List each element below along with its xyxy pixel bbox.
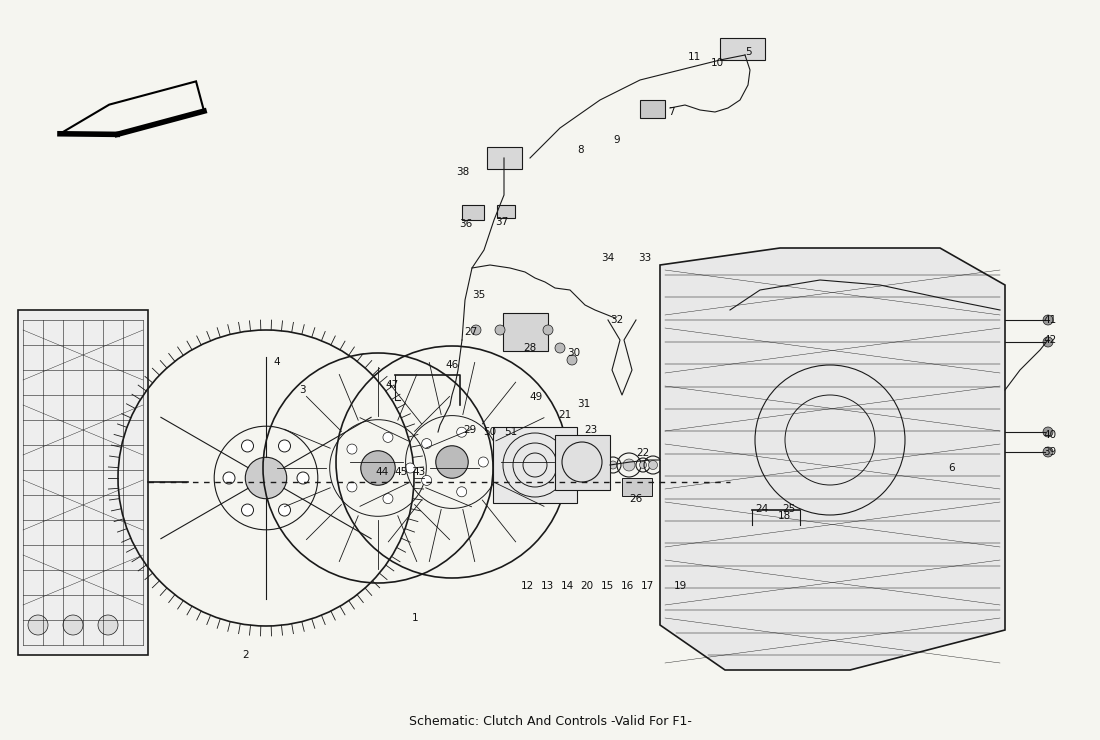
Bar xyxy=(621,478,652,496)
Text: 6: 6 xyxy=(948,463,955,473)
Circle shape xyxy=(361,451,395,485)
Text: 40: 40 xyxy=(1044,430,1057,440)
Text: 19: 19 xyxy=(673,581,686,591)
Polygon shape xyxy=(660,248,1005,670)
Circle shape xyxy=(609,461,617,469)
Text: 7: 7 xyxy=(668,107,674,117)
Circle shape xyxy=(383,432,393,443)
Text: 3: 3 xyxy=(299,385,306,395)
Circle shape xyxy=(297,472,309,484)
Circle shape xyxy=(278,504,290,516)
Text: 27: 27 xyxy=(464,327,477,337)
Text: 39: 39 xyxy=(1044,447,1057,457)
Text: 47: 47 xyxy=(385,380,398,390)
Text: 18: 18 xyxy=(778,511,791,521)
Bar xyxy=(18,310,148,655)
Text: 35: 35 xyxy=(472,290,485,300)
Circle shape xyxy=(566,355,578,365)
Text: 28: 28 xyxy=(524,343,537,353)
Bar xyxy=(556,435,610,490)
Text: 8: 8 xyxy=(578,145,584,155)
Circle shape xyxy=(478,457,488,467)
Bar xyxy=(497,205,515,218)
Circle shape xyxy=(346,444,356,454)
Circle shape xyxy=(623,459,635,471)
Bar xyxy=(493,427,578,503)
Circle shape xyxy=(543,325,553,335)
Text: 43: 43 xyxy=(412,467,426,477)
Text: 5: 5 xyxy=(746,47,752,57)
Text: 30: 30 xyxy=(568,348,581,358)
Circle shape xyxy=(383,494,393,504)
Circle shape xyxy=(1043,315,1053,325)
Circle shape xyxy=(1043,427,1053,437)
Text: 25: 25 xyxy=(782,504,795,514)
Circle shape xyxy=(28,615,48,635)
Text: 45: 45 xyxy=(395,467,408,477)
Circle shape xyxy=(436,445,469,478)
Text: 31: 31 xyxy=(578,399,591,409)
Text: 44: 44 xyxy=(375,467,388,477)
Circle shape xyxy=(405,463,415,473)
Bar xyxy=(720,38,764,60)
Text: 13: 13 xyxy=(540,581,553,591)
Bar xyxy=(503,313,548,351)
Text: 20: 20 xyxy=(581,581,594,591)
Circle shape xyxy=(245,457,287,499)
Circle shape xyxy=(242,440,253,452)
Text: Schematic: Clutch And Controls -Valid For F1-: Schematic: Clutch And Controls -Valid Fo… xyxy=(408,715,692,728)
Circle shape xyxy=(556,343,565,353)
Circle shape xyxy=(456,427,466,437)
Text: 36: 36 xyxy=(460,219,473,229)
Text: 42: 42 xyxy=(1044,335,1057,345)
Circle shape xyxy=(649,460,658,469)
Circle shape xyxy=(98,615,118,635)
Text: 50: 50 xyxy=(483,427,496,437)
Text: 46: 46 xyxy=(446,360,459,370)
Text: 2: 2 xyxy=(243,650,250,660)
Circle shape xyxy=(421,439,431,448)
Circle shape xyxy=(278,440,290,452)
Circle shape xyxy=(1043,337,1053,347)
Bar xyxy=(462,205,484,220)
Circle shape xyxy=(471,325,481,335)
Text: 14: 14 xyxy=(560,581,573,591)
Circle shape xyxy=(590,458,604,472)
Text: 23: 23 xyxy=(584,425,597,435)
Text: 15: 15 xyxy=(601,581,614,591)
Text: 49: 49 xyxy=(529,392,542,402)
Text: 34: 34 xyxy=(602,253,615,263)
Text: 9: 9 xyxy=(614,135,620,145)
Text: 16: 16 xyxy=(620,581,634,591)
Circle shape xyxy=(1043,447,1053,457)
Circle shape xyxy=(63,615,82,635)
Text: 26: 26 xyxy=(629,494,642,504)
Circle shape xyxy=(456,487,466,497)
Text: 12: 12 xyxy=(520,581,534,591)
Bar xyxy=(487,147,522,169)
Text: 17: 17 xyxy=(640,581,653,591)
Text: 29: 29 xyxy=(463,425,476,435)
Circle shape xyxy=(421,475,431,485)
Text: 10: 10 xyxy=(711,58,724,68)
Text: 51: 51 xyxy=(505,427,518,437)
Text: 32: 32 xyxy=(610,315,624,325)
Text: 37: 37 xyxy=(495,217,508,227)
Text: 4: 4 xyxy=(274,357,280,367)
Text: 1: 1 xyxy=(411,613,418,623)
Text: 22: 22 xyxy=(637,448,650,458)
Circle shape xyxy=(495,325,505,335)
Circle shape xyxy=(242,504,253,516)
Circle shape xyxy=(346,482,356,492)
Text: 38: 38 xyxy=(456,167,470,177)
Circle shape xyxy=(223,472,235,484)
Text: 33: 33 xyxy=(638,253,651,263)
Text: 11: 11 xyxy=(688,52,701,62)
Text: 21: 21 xyxy=(559,410,572,420)
Bar xyxy=(640,100,666,118)
Text: 24: 24 xyxy=(756,504,769,514)
Circle shape xyxy=(639,462,647,468)
Text: 41: 41 xyxy=(1044,315,1057,325)
